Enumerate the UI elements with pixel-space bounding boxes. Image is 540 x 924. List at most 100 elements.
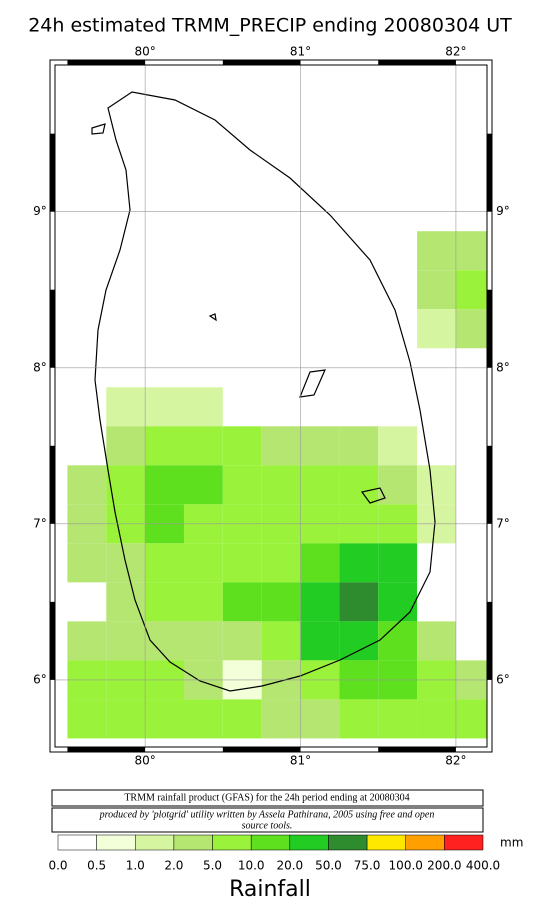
- rain-cell: [183, 621, 223, 661]
- lat-label: 6°: [496, 672, 510, 686]
- frame-block: [50, 133, 55, 212]
- rain-cell: [455, 699, 487, 739]
- frame: [54, 64, 488, 748]
- rain-cell: [339, 426, 379, 466]
- product-box: [51, 789, 484, 807]
- lon-label: 81°: [290, 45, 311, 59]
- rain-cell: [378, 699, 418, 739]
- rain-cell: [106, 582, 146, 622]
- lat-label: 8°: [33, 360, 47, 374]
- rain-cell: [455, 231, 487, 271]
- rain-cell: [417, 309, 456, 349]
- rain-cell: [106, 387, 146, 427]
- rain-cell: [261, 699, 301, 739]
- rain-cell: [339, 699, 379, 739]
- rain-cell: [300, 621, 340, 661]
- rain-cell: [300, 426, 340, 466]
- rain-cell: [339, 465, 379, 505]
- rain-cell: [417, 699, 456, 739]
- rain-cell: [106, 699, 146, 739]
- axes: 80° 80° 81° 81° 82° 82° 9° 9° 8° 8° 7° 7° 6° 6°: [33, 45, 510, 768]
- rain-cell: [145, 699, 184, 739]
- rain-cell: [145, 543, 184, 583]
- rain-cell: [222, 582, 262, 622]
- rain-cell: [106, 621, 146, 661]
- rain-cell: [222, 699, 262, 739]
- rain-cell: [261, 543, 301, 583]
- colorbar-label: 75.0: [354, 859, 381, 873]
- lat-label: 9°: [496, 204, 510, 218]
- lon-label: 82°: [445, 754, 466, 768]
- frame-block: [67, 747, 146, 752]
- lat-label: 7°: [33, 516, 47, 530]
- rain-cell: [222, 543, 262, 583]
- lon-label: 80°: [134, 45, 155, 59]
- frame-block: [222, 747, 301, 752]
- colorbar: 0.0 0.5 1.0 2.0 5.0 10.0 20.0 50.0 75.0 100.0 200.…: [48, 834, 500, 873]
- rain-cell: [67, 699, 107, 739]
- colorbar-swatch: [135, 834, 175, 851]
- frame-block: [378, 747, 456, 752]
- frame-block: [50, 289, 55, 368]
- colorbar-swatch: [212, 834, 252, 851]
- rain-cell: [183, 465, 223, 505]
- rain-cells: [67, 231, 487, 739]
- colorbar-label: 2.0: [164, 859, 183, 873]
- colorbar-swatch: [405, 834, 445, 851]
- rain-cell: [183, 426, 223, 466]
- colorbar-label: 0.5: [87, 859, 106, 873]
- frame-block: [487, 133, 492, 212]
- rain-cell: [378, 426, 418, 466]
- rain-cell: [417, 270, 456, 310]
- rain-cell: [417, 465, 456, 505]
- rain-cell: [417, 231, 456, 271]
- rain-cell: [417, 621, 456, 661]
- rain-cell: [339, 621, 379, 661]
- frame-block: [67, 60, 146, 65]
- rain-cell: [339, 543, 379, 583]
- rain-cell: [222, 465, 262, 505]
- colorbar-label: 10.0: [238, 859, 265, 873]
- rain-cell: [261, 465, 301, 505]
- rain-cell: [300, 699, 340, 739]
- rain-cell: [145, 465, 184, 505]
- colorbar-label: 200.0: [427, 859, 461, 873]
- colorbar-label: 20.0: [276, 859, 303, 873]
- lat-label: 7°: [496, 516, 510, 530]
- frame-block: [50, 445, 55, 524]
- rain-cell: [145, 387, 184, 427]
- map-title: 24h estimated TRMM_PRECIP ending 2008030…: [28, 15, 512, 37]
- rain-cell: [183, 699, 223, 739]
- colorbar-label: 5.0: [203, 859, 222, 873]
- colorbar-swatch: [173, 834, 213, 851]
- colorbar-swatch: [289, 834, 329, 851]
- rain-cell: [145, 582, 184, 622]
- rain-cell: [183, 582, 223, 622]
- colorbar-swatch: [328, 834, 368, 851]
- colorbar-swatch: [96, 834, 136, 851]
- rain-cell: [106, 465, 146, 505]
- rain-cell: [455, 309, 487, 349]
- rain-cell: [261, 621, 301, 661]
- rain-cell: [183, 543, 223, 583]
- frame-block: [487, 601, 492, 680]
- frame-block: [222, 60, 301, 65]
- rain-cell: [67, 465, 107, 505]
- rain-cell: [145, 426, 184, 466]
- legend-title: Rainfall: [229, 877, 311, 902]
- rain-cell: [67, 543, 107, 583]
- coastline: [91, 91, 436, 692]
- frame-block: [487, 289, 492, 368]
- colorbar-label: 1.0: [126, 859, 145, 873]
- lat-label: 6°: [33, 672, 47, 686]
- frame-block: [378, 60, 456, 65]
- rain-cell: [300, 543, 340, 583]
- colorbar-label: 400.0: [466, 859, 500, 873]
- rain-cell: [378, 621, 418, 661]
- credit-text: produced by 'plotgrid' utility written b…: [99, 809, 435, 820]
- frame-block: [487, 445, 492, 524]
- credit-text: source tools.: [242, 820, 293, 831]
- colorbar-swatch: [250, 834, 291, 851]
